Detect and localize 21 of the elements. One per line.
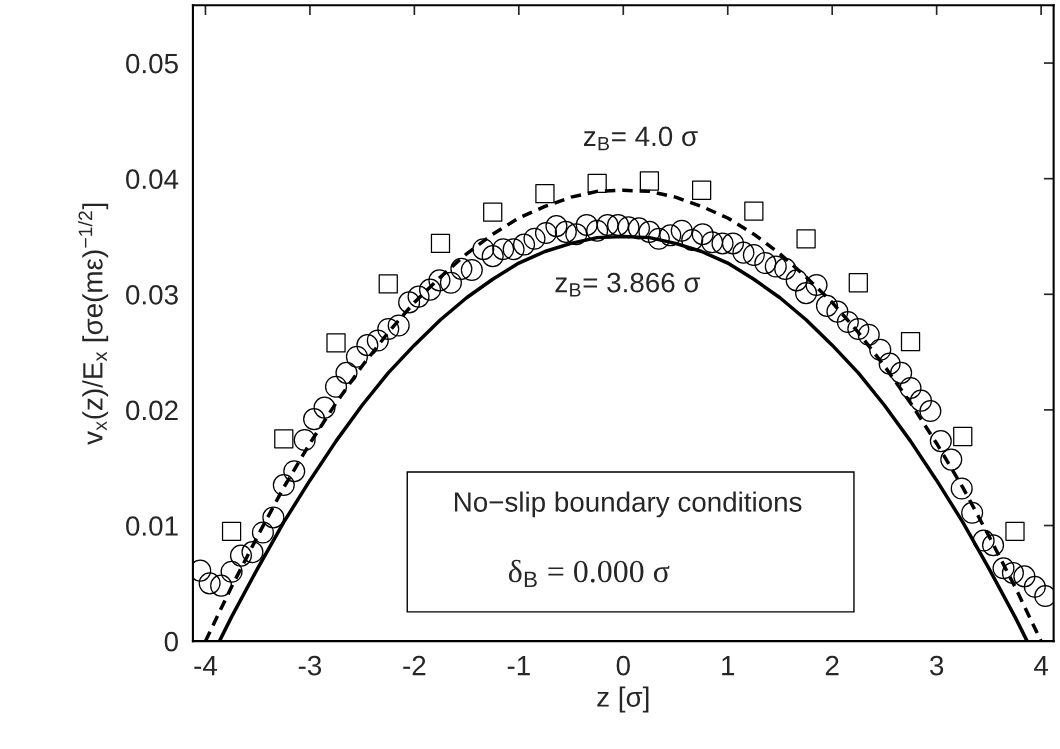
x-tick-label: 4: [1034, 656, 1049, 676]
x-tick-label: -1: [507, 656, 530, 676]
y-tick-label: 0.03: [126, 284, 178, 305]
x-tick-label: -2: [403, 655, 426, 676]
annotation: z$_{B}$= 4.0 σ: [583, 126, 698, 151]
x-tick-label: 2: [825, 655, 839, 676]
y-tick-label: 0.02: [126, 400, 178, 421]
x-tick-label: -3: [298, 655, 322, 676]
x-axis-title: z [σ]: [597, 686, 649, 713]
y-axis-title: v$_{x}$(z)/E$_{x}$ [σe(mε)$^{−1/2}$]: [78, 203, 109, 445]
y-tick-label: 0.05: [126, 53, 178, 74]
x-tick-label: 0: [616, 655, 630, 676]
x-tick-label: -4: [194, 656, 217, 676]
annotation: z$_{B}$= 3.866 σ: [555, 272, 701, 297]
x-tick-label: 1: [722, 656, 735, 676]
y-tick-label: 0.01: [126, 516, 178, 536]
annotation: δ$_{B}$ = 0.000 σ: [508, 559, 670, 588]
y-tick-label: 0: [164, 631, 178, 652]
annotation: No−slip boundary conditions: [454, 491, 802, 518]
y-tick-label: 0.04: [126, 169, 179, 190]
x-tick-label: 3: [929, 655, 944, 676]
